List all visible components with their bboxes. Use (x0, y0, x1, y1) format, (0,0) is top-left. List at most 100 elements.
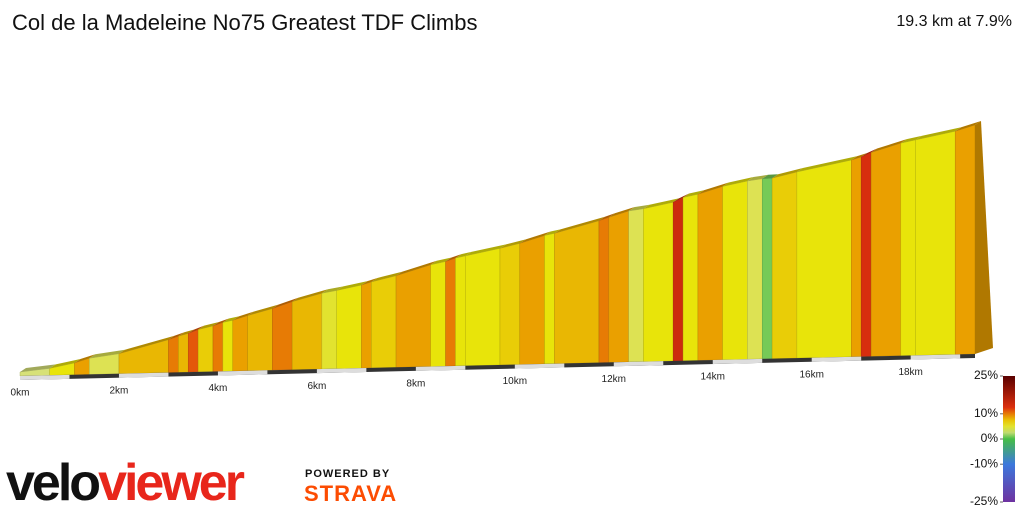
segment-top (955, 121, 981, 132)
gradient-segment (915, 131, 956, 356)
segment-top (519, 231, 551, 244)
gradient-segment (870, 142, 901, 357)
x-tick-label: 14km (701, 372, 725, 383)
gradient-segment (336, 284, 362, 369)
gradient-segment (197, 325, 214, 373)
segment-top (861, 148, 878, 157)
gradient-segment (628, 208, 644, 363)
segment-top (198, 321, 219, 330)
segment-top (465, 244, 506, 256)
segment-top (74, 354, 96, 364)
x-tick-label: 18km (898, 367, 922, 378)
segment-top (168, 332, 185, 340)
segment-top (772, 168, 803, 179)
gradient-segment (747, 178, 763, 360)
segment-top (430, 257, 452, 265)
gradient-segment (321, 290, 337, 370)
x-tick-label: 16km (799, 369, 823, 380)
road-tick (910, 354, 961, 360)
segment-top (762, 174, 779, 179)
gradient-segment (643, 202, 674, 362)
gradient-segment (212, 322, 224, 372)
segment-top (188, 325, 205, 334)
segment-top (118, 335, 175, 354)
x-tick-label: 2km (110, 385, 129, 396)
gradient-segment (544, 233, 555, 365)
gradient-segment (955, 124, 976, 355)
x-tick-label: 0km (11, 388, 30, 399)
x-tick-label: 6km (307, 381, 326, 392)
segment-top (371, 271, 403, 282)
gradient-segment (608, 210, 629, 363)
gradient-segment (247, 308, 273, 371)
gradient-segment (851, 156, 862, 358)
segment-top (871, 139, 907, 153)
road-tick (20, 374, 70, 380)
road-tick (316, 368, 367, 374)
segment-top (247, 304, 279, 316)
segment-top (796, 156, 858, 173)
gradient-segment (860, 152, 872, 357)
segment-top (292, 289, 328, 302)
road-tick (811, 356, 862, 362)
gradient-segment (796, 159, 852, 359)
segment-top (455, 251, 472, 259)
segment-top (336, 281, 368, 291)
segment-top (232, 311, 254, 321)
segment-top (608, 207, 635, 218)
gradient-segment (395, 264, 431, 368)
segment-top (321, 286, 343, 294)
road-tick (613, 361, 664, 367)
gradient-segment (188, 329, 199, 373)
gradient-segment (697, 186, 723, 361)
segment-top (212, 318, 229, 326)
segment-top (89, 349, 125, 359)
segment-top (272, 297, 299, 309)
gradient-segment (499, 243, 520, 366)
gradient-segment (445, 257, 456, 367)
segment-top (20, 364, 56, 372)
segment-top (673, 193, 690, 203)
color-tick-label: 10% (974, 406, 998, 420)
gradient-segment (361, 281, 372, 369)
segment-top (222, 316, 239, 323)
gradient-segment (291, 293, 323, 370)
x-tick-label: 4km (208, 383, 227, 394)
gradient-segment (762, 178, 773, 360)
segment-top (499, 239, 526, 249)
chart-subtitle: 19.3 km at 7.9% (896, 13, 1012, 30)
color-tick-label: 25% (974, 368, 998, 382)
segment-top (683, 190, 704, 198)
gradient-segment (455, 255, 466, 367)
road-tick (415, 365, 466, 371)
gradient-segment (672, 197, 684, 362)
segment-top (628, 204, 650, 212)
color-tick-label: 0% (981, 431, 999, 445)
color-tick-label: -25% (970, 494, 998, 508)
segment-top (361, 277, 378, 286)
strava-logo: STRAVA (304, 481, 397, 506)
segment-top (445, 254, 462, 262)
road-tick (217, 370, 268, 376)
x-tick-label: 12km (602, 374, 626, 385)
gradient-segment (722, 180, 748, 361)
x-tick-label: 8km (406, 379, 425, 390)
powered-by: POWERED BY (305, 468, 390, 480)
road-tick (514, 363, 565, 369)
segment-top (915, 127, 962, 140)
gradient-segment (222, 320, 233, 372)
gradient-segment (168, 335, 179, 373)
gradient-segment (232, 315, 248, 372)
logo: veloviewer POWERED BY STRAVA (6, 454, 397, 512)
gradient-segment (272, 301, 293, 371)
segment-top (722, 177, 754, 187)
segment-top (554, 216, 605, 234)
segment-top (178, 329, 195, 337)
logo-text: veloviewer (6, 454, 245, 512)
gradient-segment (598, 217, 610, 363)
logo-velo: velo (6, 454, 99, 512)
segment-top (747, 174, 769, 182)
segment-top (697, 182, 729, 195)
